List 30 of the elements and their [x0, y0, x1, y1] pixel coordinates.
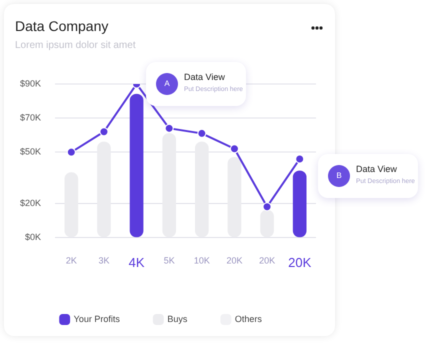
x-tick-label: 10K [194, 255, 210, 266]
point [197, 128, 206, 138]
x-tick-label: 4K [128, 254, 145, 270]
text: Data View [184, 72, 225, 82]
x-tick-label: 5K [164, 255, 175, 266]
legend-label: Your Profits [74, 314, 120, 324]
annotation: A [156, 73, 178, 95]
point [164, 124, 174, 133]
x-tick-label: 20K [226, 255, 242, 266]
y-tick-label: $90K [20, 78, 42, 88]
point [262, 202, 272, 212]
x-tick-label: 20K [259, 255, 276, 266]
y-tick-label: $0K [25, 232, 42, 242]
text: B [328, 165, 350, 187]
x-tick-label: 3K [98, 255, 110, 266]
point [230, 144, 239, 154]
point [66, 148, 76, 157]
chart-subtitle: Lorem ipsum dolor sit amet [15, 40, 136, 51]
y-tick-label: $20K [20, 198, 42, 208]
x-tick-label: 2K [66, 255, 77, 266]
x-tick-label: 20K [288, 254, 312, 270]
text: Data View [356, 164, 397, 174]
y-tick-label: $70K [20, 112, 42, 123]
legend-label: Buys [167, 314, 188, 324]
bar [130, 94, 144, 238]
bar [292, 170, 307, 238]
point [99, 127, 108, 136]
chart-title: Data Company [15, 18, 108, 34]
y-tick-label: $50K [20, 146, 42, 157]
legend-label: Others [234, 314, 262, 324]
